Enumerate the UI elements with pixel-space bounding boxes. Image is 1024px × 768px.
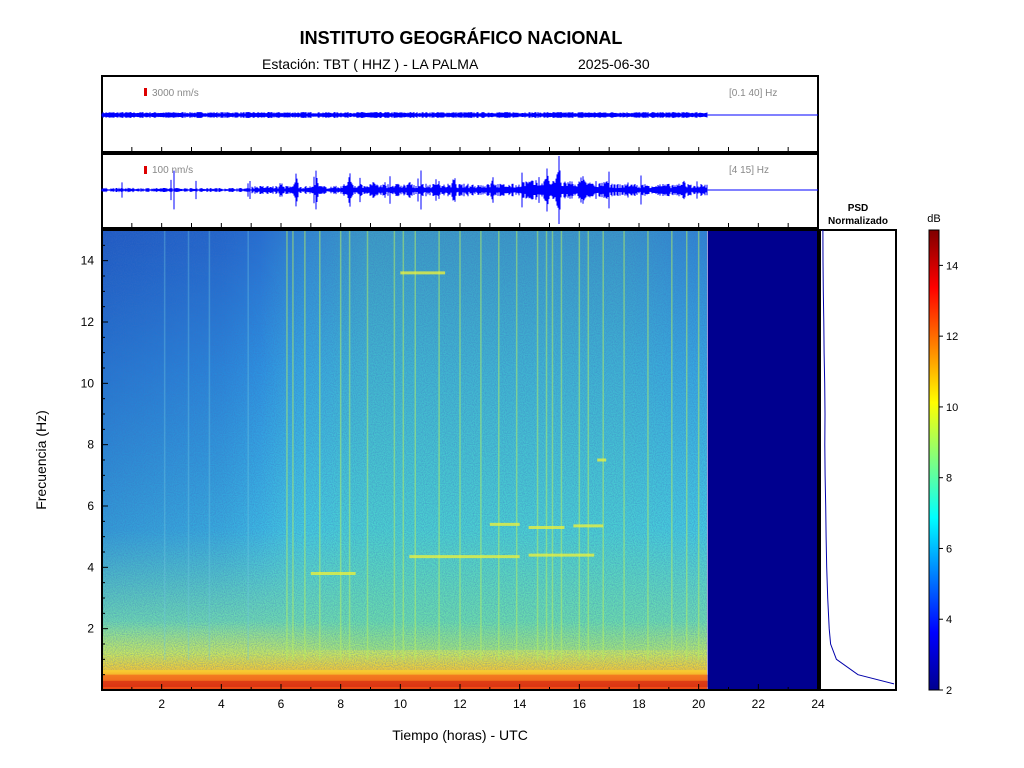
- colorbar-tick-label: 10: [946, 402, 958, 414]
- date-label: 2025-06-30: [578, 56, 650, 72]
- trace1-waveform: [101, 112, 818, 118]
- y-tick-label: 12: [81, 315, 95, 329]
- spectrogram-no-data: [707, 230, 818, 690]
- x-tick-label: 2: [158, 697, 165, 711]
- psd-curve: [822, 229, 895, 685]
- x-tick-label: 16: [573, 697, 587, 711]
- colorbar-tick-label: 6: [946, 543, 952, 555]
- chart-title: INSTITUTO GEOGRÁFICO NACIONAL: [299, 28, 623, 48]
- colorbar-tick-label: 2: [946, 685, 952, 697]
- colorbar-tick-label: 12: [946, 331, 958, 343]
- station-label: Estación: TBT ( HHZ ) - LA PALMA: [262, 56, 479, 72]
- y-tick-label: 8: [87, 438, 94, 452]
- scale-marker-1: [144, 88, 147, 96]
- x-tick-label: 20: [692, 697, 706, 711]
- trace1-scale-label: 3000 nm/s: [152, 88, 199, 99]
- trace2-band-label: [4 15] Hz: [729, 165, 769, 176]
- x-tick-label: 10: [394, 697, 408, 711]
- y-tick-label: 2: [87, 622, 94, 636]
- x-tick-label: 24: [811, 697, 825, 711]
- spectrogram-microseism-band: [102, 680, 708, 687]
- trace-panel-filtered: 100 nm/s [4 15] Hz: [101, 153, 819, 229]
- x-axis-ticks: 2 4 6 8 10 12 14 16 18 20 22 24: [131, 147, 825, 711]
- x-tick-label: 14: [513, 697, 527, 711]
- trace2-waveform: [101, 156, 818, 224]
- x-axis-title: Tiempo (horas) - UTC: [392, 727, 528, 743]
- colorbar-label: dB: [927, 213, 940, 225]
- colorbar-gradient: [928, 229, 940, 691]
- trace2-scale-label: 100 nm/s: [152, 165, 193, 176]
- trace1-band-label: [0.1 40] Hz: [729, 88, 777, 99]
- scale-marker-2: [144, 166, 147, 174]
- psd-panel: PSD Normalizado: [819, 203, 897, 691]
- y-axis-ticks: 2 4 6 8 10 12 14: [81, 229, 108, 676]
- colorbar-tick-label: 14: [946, 260, 958, 272]
- y-tick-label: 14: [81, 254, 95, 268]
- x-tick-label: 4: [218, 697, 225, 711]
- psd-subtitle: Normalizado: [828, 216, 888, 227]
- x-tick-label: 12: [453, 697, 467, 711]
- spectrogram-tonal-lines: [102, 271, 708, 690]
- x-tick-label: 6: [278, 697, 285, 711]
- colorbar: dB 2 4 6 8 10 12 14: [927, 213, 958, 697]
- x-tick-label: 22: [752, 697, 766, 711]
- spectrogram-speckle: [102, 230, 707, 670]
- y-tick-label: 10: [81, 376, 95, 390]
- x-tick-label: 8: [337, 697, 344, 711]
- colorbar-ticks: 2 4 6 8 10 12 14: [939, 260, 958, 697]
- x-tick-label: 18: [632, 697, 646, 711]
- y-tick-label: 4: [87, 560, 94, 574]
- y-axis-title: Frecuencia (Hz): [33, 410, 49, 510]
- y-tick-label: 6: [87, 499, 94, 513]
- colorbar-tick-label: 4: [946, 614, 952, 626]
- colorbar-tick-label: 8: [946, 473, 952, 485]
- spectrogram-transients: [163, 230, 700, 660]
- psd-title: PSD: [848, 203, 869, 214]
- trace-panel-broadband: 3000 nm/s [0.1 40] Hz: [101, 75, 819, 153]
